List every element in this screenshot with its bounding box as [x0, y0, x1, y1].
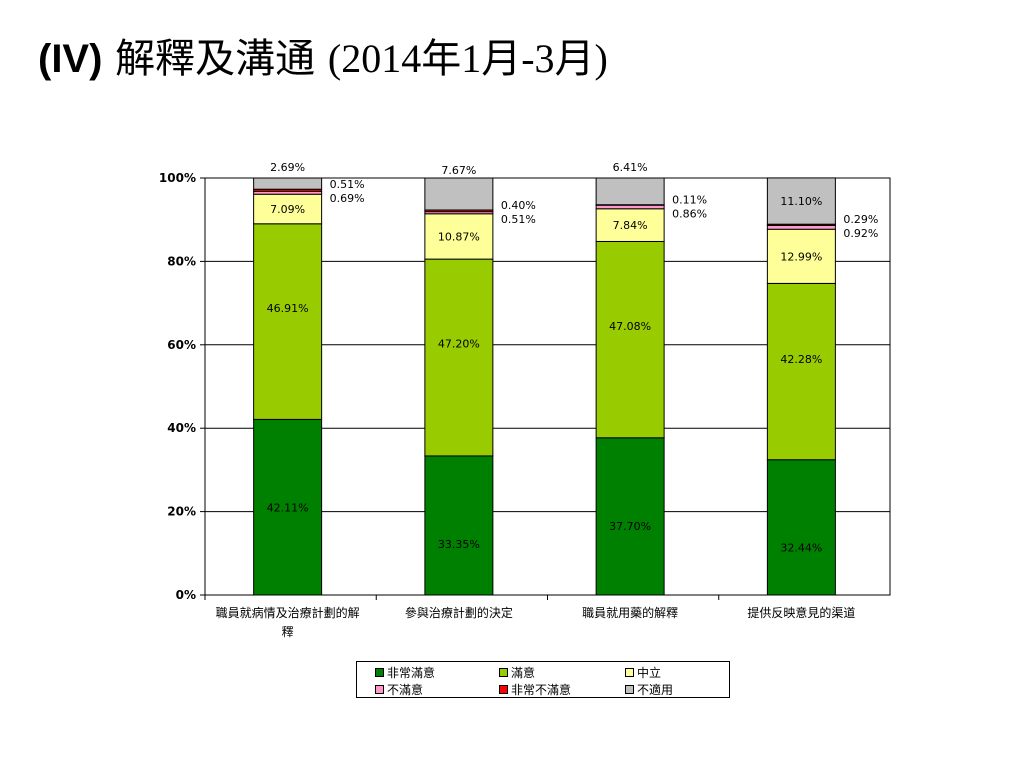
data-label: 0.11%	[672, 194, 707, 207]
bar-segment	[595, 437, 665, 596]
bar-segment	[424, 213, 494, 260]
y-tick-label: 60%	[167, 338, 196, 352]
bar-segment	[424, 258, 494, 457]
data-label: 0.51%	[501, 213, 536, 226]
bar-segment	[595, 240, 665, 439]
y-tick-label: 80%	[167, 254, 196, 268]
data-label: 2.69%	[270, 161, 305, 174]
data-label: 42.11%	[267, 501, 309, 514]
data-label: 37.70%	[609, 520, 651, 533]
data-label: 0.69%	[330, 192, 365, 205]
legend-item: 非常滿意	[375, 664, 435, 680]
legend-label: 非常不滿意	[511, 682, 572, 697]
bar-segment	[766, 228, 836, 284]
x-category-label: 參與治療計劃的決定	[405, 605, 513, 620]
title-prefix: (IV)	[38, 37, 103, 81]
bar-segment	[253, 223, 323, 420]
title-main: 解釋及溝通	[115, 36, 316, 82]
legend-label: 滿意	[511, 665, 536, 680]
data-label: 0.92%	[843, 227, 878, 240]
data-label: 0.29%	[843, 213, 878, 226]
bar-segment	[595, 208, 665, 242]
data-label: 0.51%	[330, 178, 365, 191]
data-label: 42.28%	[780, 353, 822, 366]
x-category-label: 提供反映意見的渠道	[747, 605, 855, 620]
data-label: 47.20%	[438, 338, 480, 351]
bar-segment	[766, 459, 836, 596]
chart-legend: 非常滿意 滿意 中立不滿意 非常不滿意 不適用	[356, 661, 730, 698]
bar-segment	[424, 177, 494, 211]
data-label: 32.44%	[780, 542, 822, 555]
title-period: (2014年1月-3月)	[327, 36, 608, 81]
data-label: 11.10%	[780, 195, 822, 208]
data-label: 0.86%	[672, 208, 707, 221]
data-label: 7.67%	[441, 164, 476, 177]
bar-segment	[253, 418, 323, 596]
legend-label: 不滿意	[387, 682, 424, 697]
legend-swatch	[499, 684, 508, 694]
legend-item: 不滿意	[375, 681, 423, 697]
data-label: 47.08%	[609, 320, 651, 333]
data-label: 33.35%	[438, 538, 480, 551]
legend-swatch	[625, 684, 634, 694]
legend-item: 不適用	[625, 681, 673, 697]
legend-item: 中立	[625, 664, 661, 680]
x-category-label: 釋	[282, 624, 294, 639]
legend-label: 非常滿意	[387, 665, 436, 680]
legend-label: 中立	[637, 665, 662, 680]
y-tick-label: 20%	[167, 505, 196, 519]
y-tick-label: 0%	[176, 588, 196, 602]
page-title: (IV) 解釋及溝通 (2014年1月-3月)	[38, 26, 608, 84]
x-category-label: 職員就病情及治療計劃的解	[216, 605, 360, 620]
legend-item: 非常不滿意	[499, 681, 571, 697]
bar-segment	[595, 204, 665, 210]
data-label: 0.40%	[501, 199, 536, 212]
y-tick-label: 100%	[159, 171, 196, 185]
bar-segment	[766, 282, 836, 461]
bar-segment	[595, 177, 665, 206]
bar-segment	[766, 177, 836, 225]
data-label: 12.99%	[780, 250, 822, 263]
bar-segment	[766, 224, 836, 230]
legend-swatch	[499, 667, 508, 677]
x-category-label: 職員就用藥的解釋	[582, 605, 678, 620]
data-label: 46.91%	[267, 302, 309, 315]
legend-swatch	[625, 667, 634, 677]
bar-segment	[424, 455, 494, 596]
legend-swatch	[375, 684, 384, 694]
data-label: 7.84%	[613, 219, 648, 232]
y-tick-label: 40%	[167, 421, 196, 435]
data-label: 7.09%	[270, 203, 305, 216]
legend-swatch	[375, 667, 384, 677]
bar-segment	[253, 177, 323, 190]
legend-item: 滿意	[499, 664, 535, 680]
data-label: 6.41%	[613, 161, 648, 174]
legend-label: 不適用	[637, 682, 674, 697]
bar-segment	[253, 193, 323, 225]
data-label: 10.87%	[438, 230, 480, 243]
